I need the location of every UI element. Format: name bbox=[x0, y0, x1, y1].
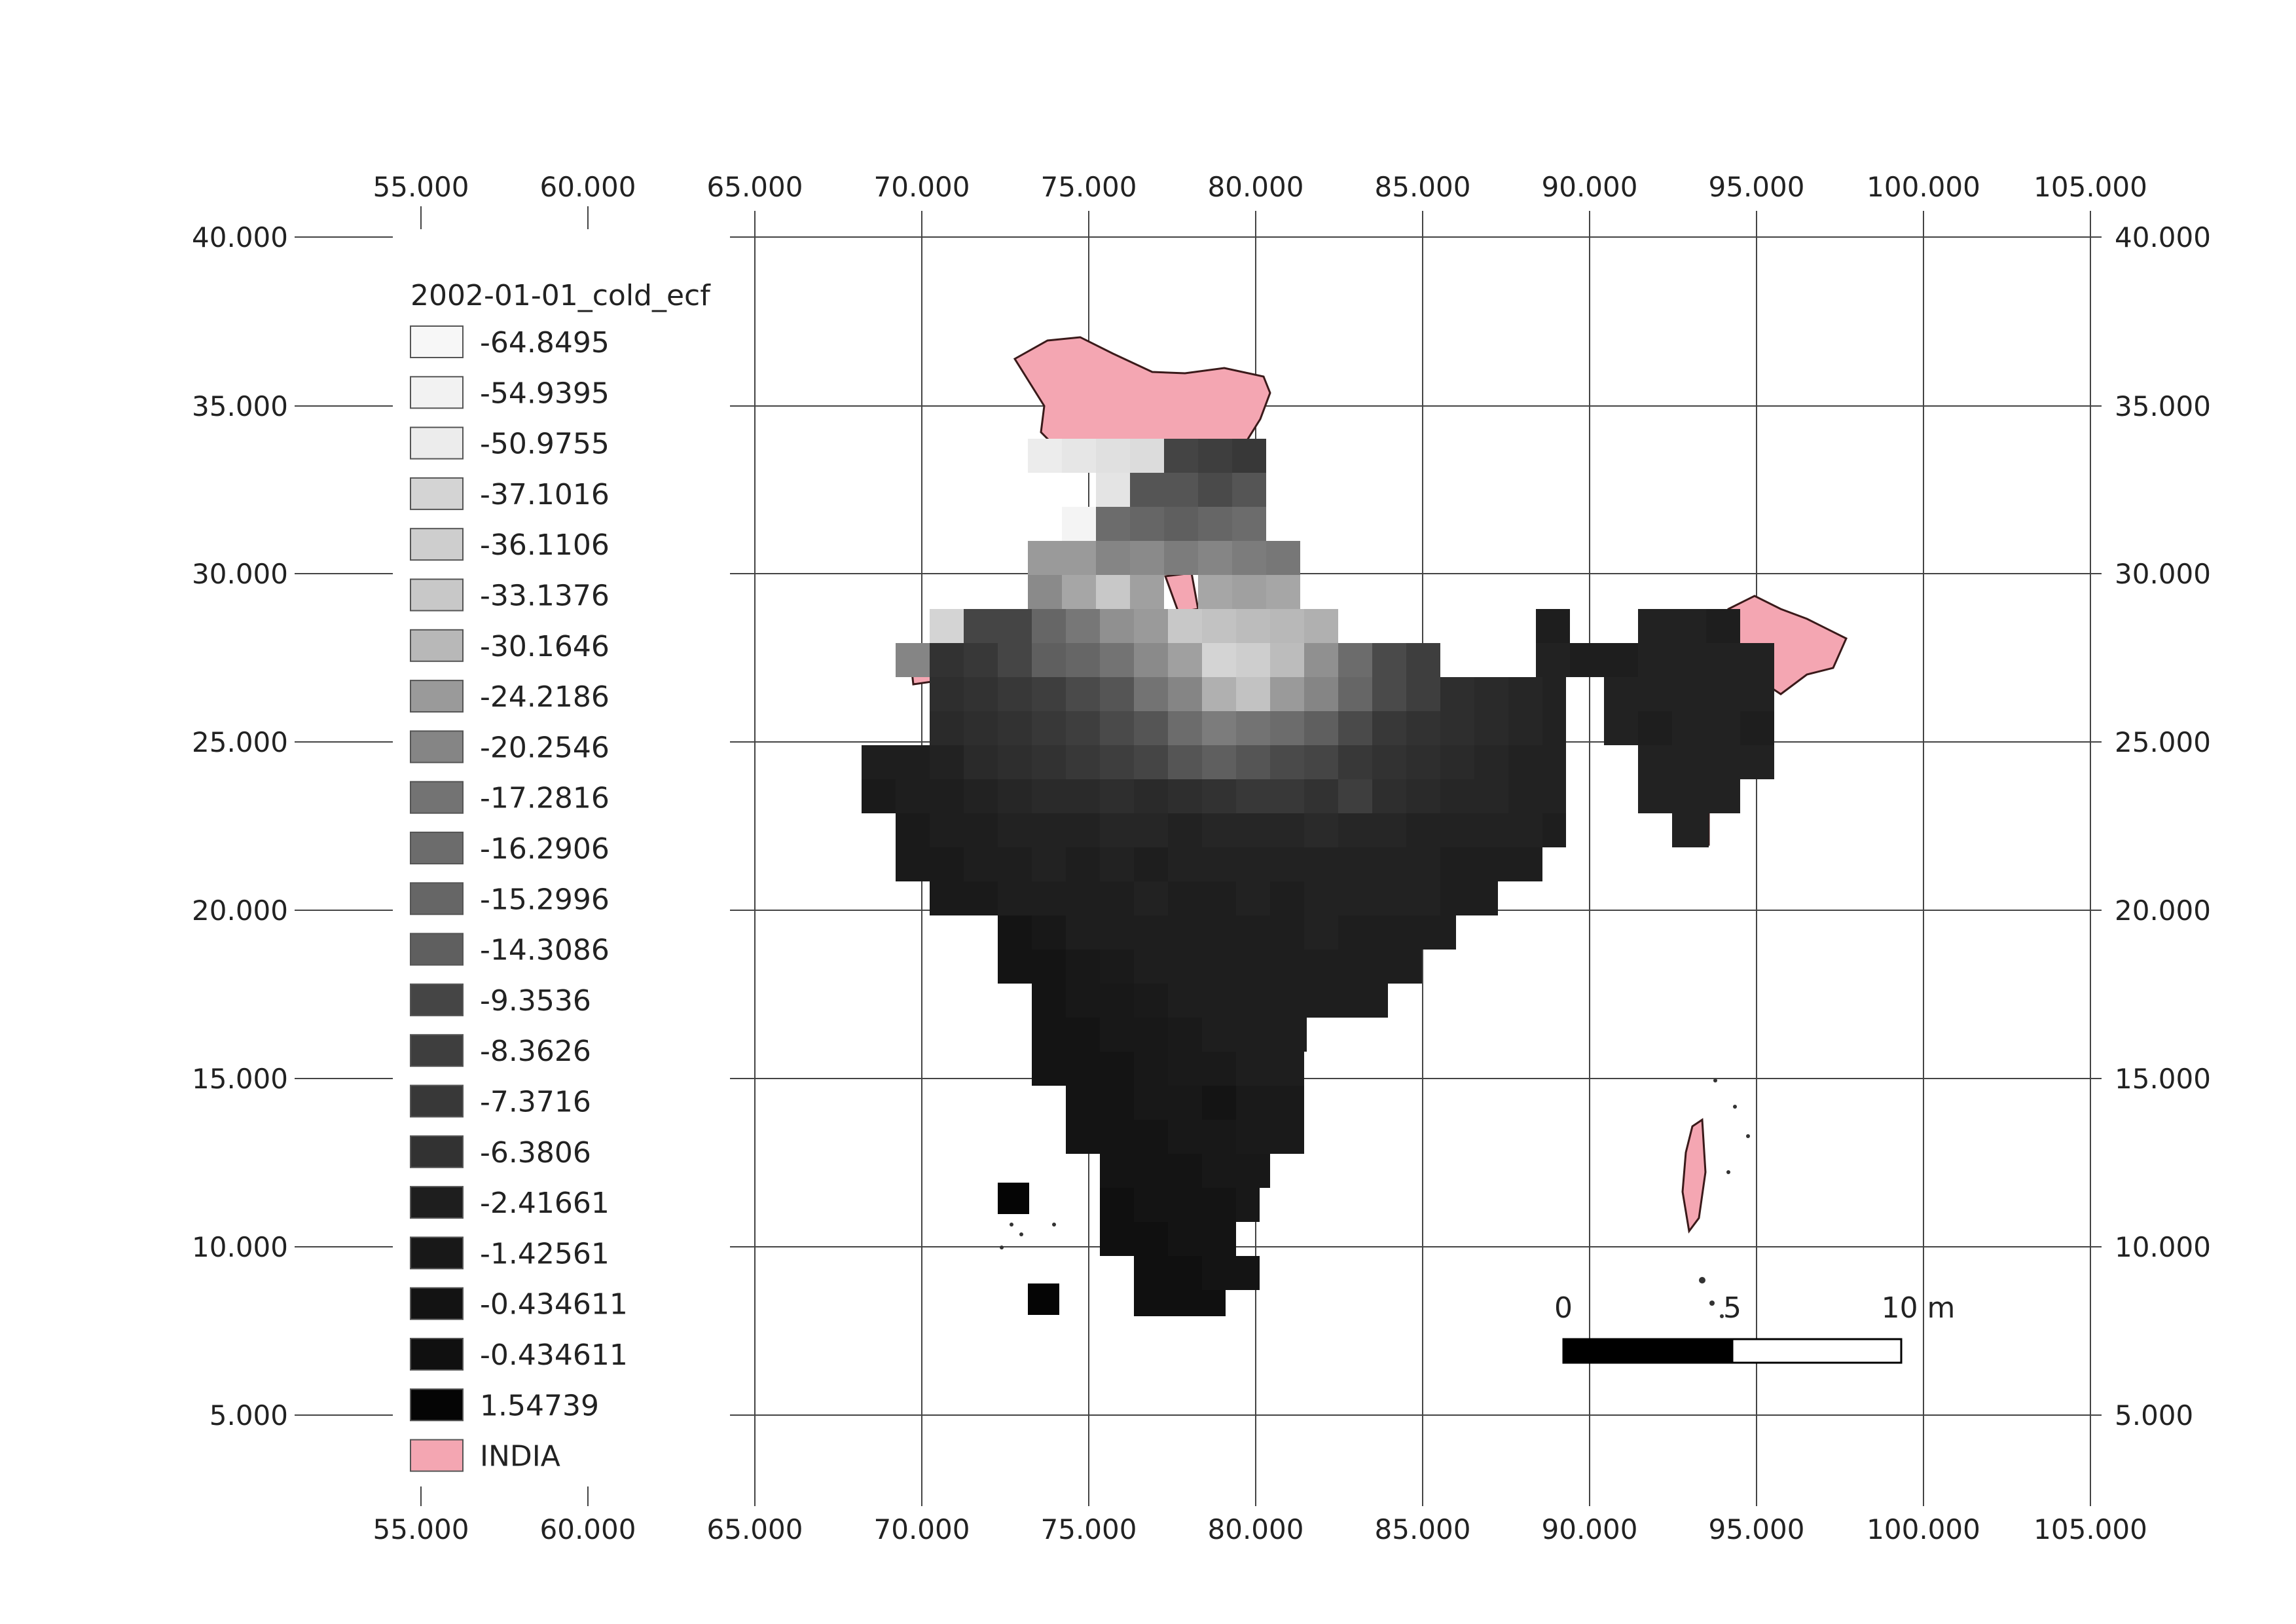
legend-label: -37.1016 bbox=[480, 478, 610, 511]
legend-title: 2002-01-01_cold_ecf bbox=[410, 279, 711, 312]
x-tick-bottom: 70.000 bbox=[874, 1513, 970, 1545]
legend-label: -0.434611 bbox=[480, 1288, 628, 1321]
x-tick-bottom: 80.000 bbox=[1208, 1513, 1304, 1545]
x-tick-bottom: 55.000 bbox=[373, 1513, 469, 1545]
x-tick-top: 95.000 bbox=[1709, 171, 1805, 203]
legend-label: -7.3716 bbox=[480, 1086, 591, 1119]
x-tick-labels-bottom: 55.000 60.000 65.000 70.000 75.000 80.000 85.0… bbox=[373, 1513, 2147, 1545]
legend-label: -16.2906 bbox=[480, 832, 610, 866]
y-tick-left: 15.000 bbox=[192, 1063, 288, 1095]
y-tick-left: 25.000 bbox=[192, 726, 288, 758]
legend-swatch bbox=[410, 1135, 464, 1168]
legend-label: -24.2186 bbox=[480, 680, 610, 714]
y-tick-left: 5.000 bbox=[210, 1399, 288, 1431]
legend-swatch bbox=[410, 1439, 464, 1472]
legend-label: -1.42561 bbox=[480, 1237, 610, 1270]
y-tick-left: 30.000 bbox=[192, 558, 288, 590]
legend-swatch bbox=[410, 832, 464, 864]
legend-swatch bbox=[410, 1287, 464, 1320]
legend-swatch bbox=[410, 1186, 464, 1219]
legend-swatch bbox=[410, 730, 464, 764]
legend-swatch bbox=[410, 376, 464, 409]
x-tick-bottom: 75.000 bbox=[1041, 1513, 1137, 1545]
legend-swatch bbox=[410, 629, 464, 662]
legend-label: -14.3086 bbox=[480, 934, 610, 967]
legend-swatch bbox=[410, 477, 464, 510]
y-tick-left: 35.000 bbox=[192, 390, 288, 422]
x-tick-bottom: 105.000 bbox=[2033, 1513, 2147, 1545]
x-tick-labels-top: 55.000 60.000 65.000 70.000 75.000 80.000 85.0… bbox=[373, 171, 2147, 203]
legend-label: -15.2996 bbox=[480, 883, 610, 916]
y-tick-right: 35.000 bbox=[2115, 390, 2211, 422]
legend-label: 1.54739 bbox=[480, 1389, 599, 1422]
y-tick-labels-right: 40.000 35.000 30.000 25.000 20.000 15.000 10.0… bbox=[2115, 221, 2211, 1431]
legend-swatch bbox=[410, 1338, 464, 1371]
legend-swatch bbox=[410, 528, 464, 561]
island-dots bbox=[1000, 1079, 1750, 1318]
legend-label: -50.9755 bbox=[480, 428, 610, 461]
legend-label: -17.2816 bbox=[480, 782, 610, 815]
scale-bar-dark-segment bbox=[1562, 1338, 1734, 1364]
y-tick-right: 40.000 bbox=[2115, 221, 2211, 253]
y-tick-right: 5.000 bbox=[2115, 1399, 2193, 1431]
y-tick-right: 30.000 bbox=[2115, 558, 2211, 590]
legend-swatch bbox=[410, 932, 464, 966]
legend-swatch bbox=[410, 882, 464, 915]
legend-label: -6.3806 bbox=[480, 1136, 591, 1170]
y-tick-left: 40.000 bbox=[192, 221, 288, 253]
legend-label: INDIA bbox=[480, 1440, 560, 1473]
x-tick-bottom: 60.000 bbox=[540, 1513, 636, 1545]
x-tick-top: 100.000 bbox=[1867, 171, 1980, 203]
cold-ecf-raster bbox=[862, 439, 1774, 1316]
scale-bar: 0 5 10 m bbox=[1554, 1291, 1956, 1364]
x-tick-top: 60.000 bbox=[540, 171, 636, 203]
x-tick-bottom: 90.000 bbox=[1542, 1513, 1638, 1545]
scale-bar-light-segment bbox=[1731, 1338, 1903, 1364]
legend-swatch bbox=[410, 781, 464, 814]
legend-swatch bbox=[410, 578, 464, 612]
legend-label: -0.434611 bbox=[480, 1338, 628, 1372]
x-tick-bottom: 65.000 bbox=[707, 1513, 803, 1545]
legend-label: -36.1106 bbox=[480, 528, 610, 562]
y-tick-right: 25.000 bbox=[2115, 726, 2211, 758]
legend-label: -54.9395 bbox=[480, 377, 610, 410]
scale-label-0: 0 bbox=[1554, 1291, 1573, 1325]
legend-label: -64.8495 bbox=[480, 326, 610, 360]
scale-label-10: 10 m bbox=[1882, 1291, 1956, 1325]
x-tick-top: 85.000 bbox=[1375, 171, 1471, 203]
x-tick-top: 90.000 bbox=[1542, 171, 1638, 203]
x-tick-bottom: 85.000 bbox=[1375, 1513, 1471, 1545]
y-tick-right: 15.000 bbox=[2115, 1063, 2211, 1095]
legend-swatch bbox=[410, 1388, 464, 1422]
y-tick-labels-left: 40.000 35.000 30.000 25.000 20.000 15.000 10.0… bbox=[192, 221, 288, 1431]
legend-swatch bbox=[410, 983, 464, 1016]
legend-swatch bbox=[410, 680, 464, 713]
legend-label: -2.41661 bbox=[480, 1187, 610, 1220]
legend-label: -9.3536 bbox=[480, 984, 591, 1018]
legend-label: -20.2546 bbox=[480, 731, 610, 764]
scale-label-5: 5 bbox=[1723, 1291, 1741, 1325]
x-tick-bottom: 95.000 bbox=[1709, 1513, 1805, 1545]
legend-swatch bbox=[410, 325, 464, 358]
x-tick-top: 65.000 bbox=[707, 171, 803, 203]
legend-swatch bbox=[410, 426, 464, 460]
y-tick-right: 20.000 bbox=[2115, 895, 2211, 927]
y-tick-right: 10.000 bbox=[2115, 1231, 2211, 1263]
x-tick-top: 55.000 bbox=[373, 171, 469, 203]
legend: 2002-01-01_cold_ecf -64.8495 -54.9395 -50.… bbox=[410, 279, 711, 1473]
x-tick-top: 105.000 bbox=[2033, 171, 2147, 203]
legend-label: -33.1376 bbox=[480, 580, 610, 613]
legend-swatch bbox=[410, 1034, 464, 1067]
legend-label: -8.3626 bbox=[480, 1035, 591, 1068]
x-tick-top: 75.000 bbox=[1041, 171, 1137, 203]
y-tick-left: 10.000 bbox=[192, 1231, 288, 1263]
x-tick-top: 70.000 bbox=[874, 171, 970, 203]
x-tick-top: 80.000 bbox=[1208, 171, 1304, 203]
legend-swatch bbox=[410, 1236, 464, 1270]
legend-label: -30.1646 bbox=[480, 630, 610, 663]
x-tick-bottom: 100.000 bbox=[1867, 1513, 1980, 1545]
legend-swatch bbox=[410, 1084, 464, 1118]
y-tick-left: 20.000 bbox=[192, 895, 288, 927]
